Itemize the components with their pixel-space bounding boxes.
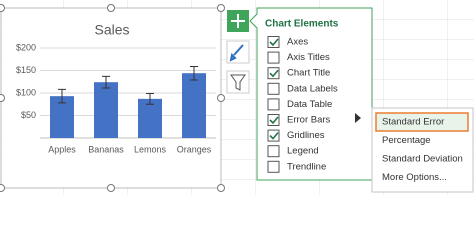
panel-item[interactable]: Trendline <box>267 160 326 173</box>
submenu-arrow <box>355 113 361 123</box>
panel-item-label: Gridlines <box>287 130 325 141</box>
checkmark <box>269 38 279 47</box>
y-tick-label: $100 <box>16 87 36 97</box>
panel-item[interactable]: Axes <box>267 36 308 48</box>
excel-screen: Sales $50 $100 $150 $200 Apples Bananas Lemons… <box>0 0 474 195</box>
bar <box>94 82 118 138</box>
panel-item[interactable]: Legend <box>267 145 319 158</box>
panel-item-label: Data Labels <box>287 83 338 94</box>
error-bar <box>58 88 66 104</box>
panel-item[interactable]: Data Table <box>267 98 332 111</box>
panel-item-label: Trendline <box>287 161 326 172</box>
y-tick-label: $200 <box>16 42 36 52</box>
checkbox <box>267 114 280 126</box>
panel-item-label: Axis Titles <box>287 52 330 63</box>
chart-buttons <box>226 10 250 94</box>
selected-highlight <box>375 112 469 132</box>
chart-title: Sales <box>94 22 129 38</box>
chart-elements-panel: Chart Elements Axes Axis Titles Chart Titl… <box>249 7 373 181</box>
handles <box>0 4 225 192</box>
x-tick-label: Lemons <box>134 144 167 154</box>
panel-item[interactable]: Gridlines <box>267 129 325 142</box>
checkbox <box>267 145 280 158</box>
error-bar <box>102 75 110 89</box>
checkbox <box>267 129 280 142</box>
error-bar <box>190 65 198 81</box>
checkbox <box>267 67 280 80</box>
checkbox <box>267 98 280 111</box>
checkbox <box>267 160 280 173</box>
panel-item[interactable]: Data Labels <box>267 82 338 95</box>
checkbox <box>267 36 280 48</box>
x-tick-label: Oranges <box>177 144 212 154</box>
chart-area[interactable]: Sales $50 $100 $150 $200 Apples Bananas Lemons… <box>0 7 222 189</box>
checkmark <box>269 116 279 125</box>
checkbox <box>267 51 280 64</box>
checkmark <box>269 132 279 140</box>
panel-title: Chart Elements <box>265 19 339 30</box>
error-bar-line <box>146 92 154 105</box>
panel-item-label: Axes <box>287 37 308 48</box>
error-bar-line <box>102 75 110 89</box>
filter-button[interactable] <box>226 70 250 94</box>
panel-border <box>249 7 373 181</box>
y-tick-label: $150 <box>16 65 36 75</box>
y-tick-label: $50 <box>21 110 36 120</box>
submenu-item[interactable]: Percentage <box>382 135 431 146</box>
panel-item-label: Legend <box>287 146 319 157</box>
error-bars-submenu: Standard Error Percentage Standard Deviati… <box>371 107 474 193</box>
panel-item[interactable]: Error Bars <box>267 114 331 126</box>
checkbox <box>267 82 280 95</box>
panel-item-label: Data Table <box>287 99 332 110</box>
error-bar <box>146 92 154 105</box>
submenu-item[interactable]: Standard Error <box>382 117 444 128</box>
submenu-item[interactable]: More Options... <box>382 172 447 183</box>
panel-item-label: Chart Title <box>287 68 330 79</box>
panel-item-label: Error Bars <box>287 115 331 126</box>
error-bar-line <box>58 88 66 104</box>
bar <box>182 73 206 138</box>
x-tick-label: Bananas <box>88 144 124 154</box>
x-tick-label: Apples <box>48 144 76 154</box>
submenu-item[interactable]: Standard Deviation <box>382 154 463 165</box>
checkmark <box>269 69 279 78</box>
panel-item[interactable]: Axis Titles <box>267 51 330 64</box>
panel-item[interactable]: Chart Title <box>267 67 330 80</box>
error-bar-line <box>190 65 198 81</box>
bar <box>138 98 162 138</box>
